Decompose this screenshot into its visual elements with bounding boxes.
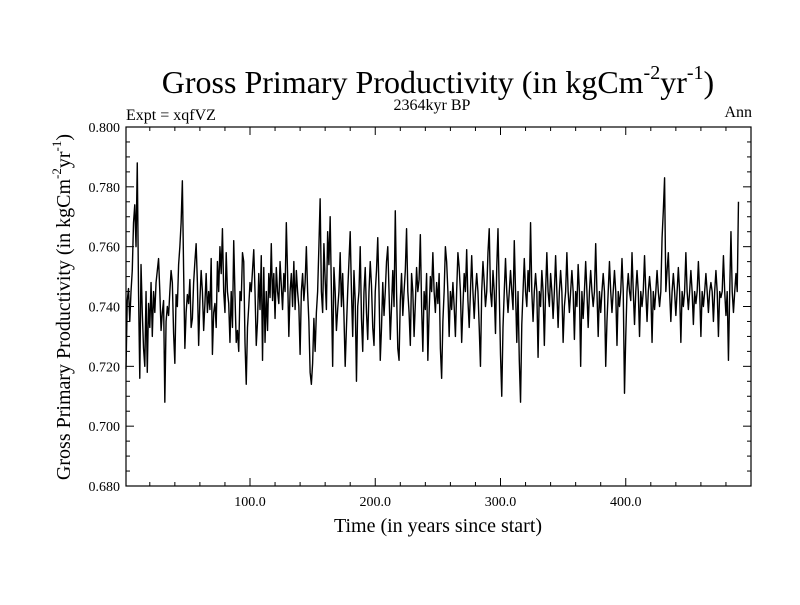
chart-title-end: ) [704,64,715,100]
y-tick-label: 0.700 [89,420,121,435]
season-label: Ann [724,104,752,121]
x-tick-label: 300.0 [485,495,517,510]
y-axis-label-mid: yr [53,151,75,168]
y-tick-label: 0.740 [89,301,121,316]
series-layer [125,162,740,403]
y-axis-label-end: ) [53,134,75,141]
y-axis-label-main: Gross Primary Productivity (in kgCm [53,179,75,481]
experiment-label: Expt = xqfVZ [126,107,216,124]
x-tick-label: 400.0 [610,495,642,510]
y-tick-label: 0.720 [89,360,121,375]
chart-title: Gross Primary Productivity (in kgCm-2yr-… [162,62,714,100]
y-axis-label-sup1: -2 [49,168,64,179]
y-tick-label: 0.780 [89,181,121,196]
y-axis-label-sup2: -1 [49,141,64,152]
chart-title-main: Gross Primary Productivity (in kgCm [162,64,644,100]
period-label: 2364kyr BP [394,97,471,114]
y-tick-label: 0.760 [89,241,121,256]
chart-title-mid: yr [660,64,687,100]
y-tick-label: 0.680 [89,480,121,495]
chart-title-sup2: -1 [687,62,704,84]
y-axis-label: Gross Primary Productivity (in kgCm-2yr-… [49,134,75,480]
x-tick-label: 100.0 [234,495,266,510]
chart-title-sup1: -2 [644,62,661,84]
series-line-gpp [125,162,740,403]
x-tick-label: 200.0 [359,495,391,510]
plot-frame [125,126,752,487]
y-tick-label: 0.800 [89,121,121,136]
x-axis-label: Time (in years since start) [334,515,542,537]
